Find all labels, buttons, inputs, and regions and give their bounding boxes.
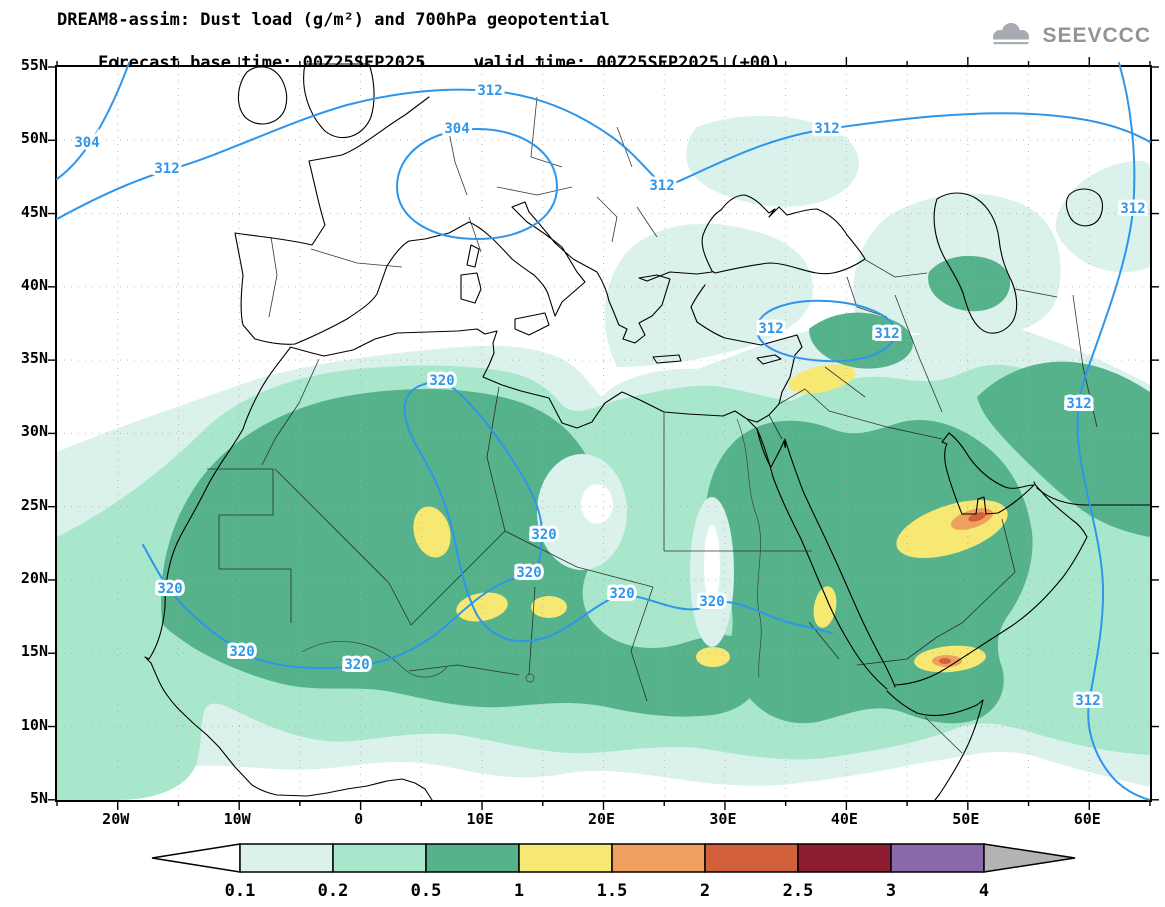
colorbar: 0.1 0.2 0.5 1 1.5 2 2.5 3 4 [151, 843, 1076, 901]
geopotential-contour-label: 312 [758, 321, 783, 337]
lat-tick-label: 10N [20, 715, 48, 734]
geopotential-contour-label: 320 [531, 527, 556, 543]
lat-tick-label: 15N [20, 642, 48, 661]
lon-tick-label: 10W [223, 810, 251, 828]
map-canvas: 304 304 312 312 312 312 312 312 312 312 312 320 320 3… [48, 57, 1159, 810]
axis-ticks [48, 57, 1159, 810]
colorbar-label: 0.5 [411, 881, 442, 901]
lat-tick-label: 40N [20, 275, 48, 294]
colorbar-label: 2.5 [783, 881, 814, 901]
lat-tick-label: 5N [29, 788, 48, 807]
colorbar-segment [797, 843, 892, 873]
geopotential-contour-label: 312 [477, 83, 502, 99]
lat-tick-label: 35N [20, 349, 48, 368]
colorbar-segment [332, 843, 427, 873]
lon-tick-label: 40E [830, 810, 858, 828]
lon-tick-label: 20E [587, 810, 616, 828]
chart-title: DREAM8-assim: Dust load (g/m²) and 700hP… [57, 10, 610, 30]
colorbar-segment [611, 843, 706, 873]
geopotential-contour-label: 304 [74, 135, 99, 151]
colorbar-label: 2 [700, 881, 710, 901]
border-layer [207, 96, 1098, 754]
lat-tick-label: 25N [20, 495, 48, 514]
geopotential-contour-label: 312 [814, 121, 839, 137]
geopotential-contour-layer [56, 62, 1151, 801]
colorbar-label: 4 [979, 881, 989, 901]
geopotential-contour-label: 320 [157, 581, 182, 597]
lat-tick-label: 50N [20, 129, 48, 148]
geopotential-contour-label: 312 [1120, 201, 1145, 217]
colorbar-segment [239, 843, 334, 873]
lon-tick-label: 0 [354, 810, 364, 828]
dust-fill-layer [57, 115, 1150, 800]
geopotential-contour-label: 312 [649, 178, 674, 194]
lat-tick-label: 30N [20, 422, 48, 441]
colorbar-segment [425, 843, 520, 873]
graticule-layer [57, 67, 1150, 800]
lon-tick-label: 10E [466, 810, 494, 828]
geopotential-contour-label: 320 [229, 644, 254, 660]
geopotential-contour-label: 312 [1075, 693, 1100, 709]
geopotential-contour-label: 320 [609, 586, 634, 602]
geopotential-contour-label: 320 [429, 373, 454, 389]
lon-tick-label: 20W [102, 810, 130, 828]
lat-tick-label: 45N [20, 202, 48, 221]
map-frame: 304 304 312 312 312 312 312 312 312 312 312 320 320 3… [48, 57, 1159, 810]
colorbar-segment [704, 843, 799, 873]
colorbar-above-range-arrow [983, 843, 1076, 873]
geopotential-label-layer: 304 304 312 312 312 312 312 312 312 312 312 320 320 3… [71, 80, 1148, 712]
geopotential-contour-label: 320 [344, 657, 369, 673]
colorbar-segment [518, 843, 613, 873]
geopotential-contour-label: 320 [699, 594, 724, 610]
logo-text: SEEVCCC [1042, 24, 1151, 47]
geopotential-contour-label: 320 [516, 565, 541, 581]
colorbar-label: 0.2 [318, 881, 349, 901]
geopotential-contour-label: 304 [444, 121, 469, 137]
cloud-icon [990, 23, 1032, 47]
seevccc-logo: SEEVCCC [986, 20, 1151, 52]
colorbar-label: 1 [514, 881, 524, 901]
geopotential-contour-label: 312 [154, 161, 179, 177]
lon-tick-label: 50E [952, 810, 980, 828]
lat-tick-label: 55N [20, 56, 48, 74]
colorbar-label: 1.5 [597, 881, 628, 901]
coastline-layer [144, 63, 1151, 801]
colorbar-below-range-arrow [151, 843, 241, 873]
colorbar-segment [890, 843, 985, 873]
lat-tick-label: 20N [20, 568, 48, 587]
colorbar-label: 0.1 [225, 881, 256, 901]
geopotential-contour-label: 312 [874, 326, 899, 342]
lon-tick-label: 30E [709, 810, 737, 828]
river-layer [301, 418, 762, 683]
lon-tick-label: 60E [1073, 810, 1101, 828]
colorbar-label: 3 [886, 881, 896, 901]
geopotential-contour-label: 312 [1066, 396, 1091, 412]
